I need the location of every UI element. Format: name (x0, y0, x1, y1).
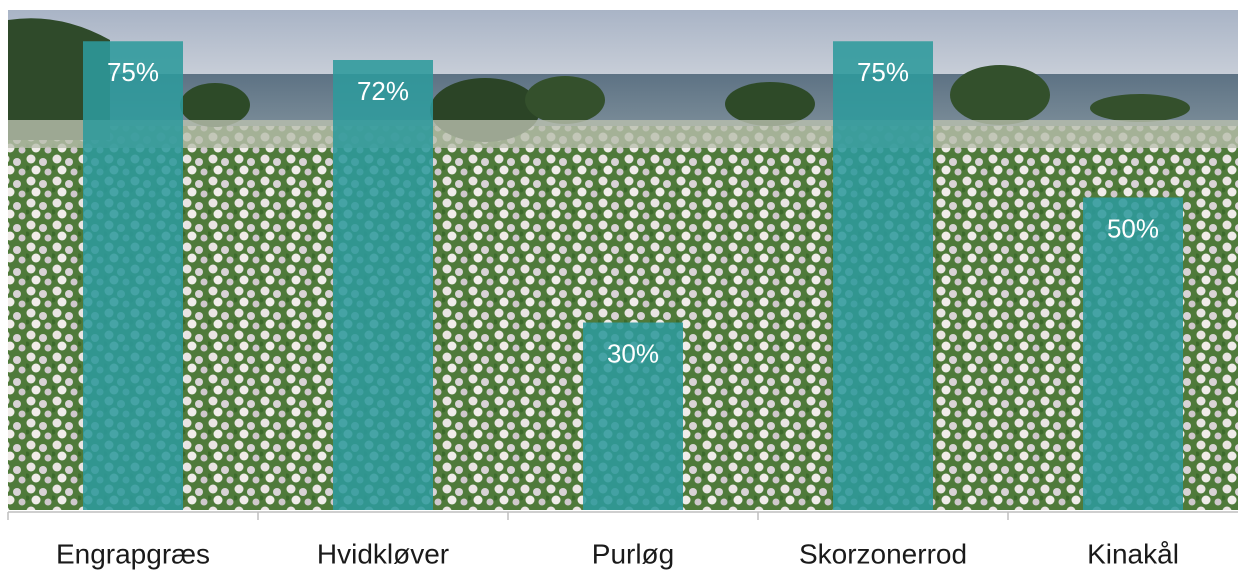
value-label: 75% (857, 57, 909, 87)
bar (833, 41, 933, 510)
bar (83, 41, 183, 510)
value-label: 30% (607, 338, 659, 368)
x-tick-label: Purløg (592, 538, 674, 569)
bar (583, 322, 683, 510)
x-tick-label: Engrapgræs (56, 538, 210, 569)
x-tick-label: Kinakål (1087, 538, 1179, 569)
x-tick-label: Skorzonerrod (799, 538, 967, 569)
value-label: 75% (107, 57, 159, 87)
bar (1083, 197, 1183, 510)
value-label: 50% (1107, 213, 1159, 243)
bar (333, 60, 433, 510)
value-label: 72% (357, 76, 409, 106)
x-tick-label: Hvidkløver (317, 538, 449, 569)
